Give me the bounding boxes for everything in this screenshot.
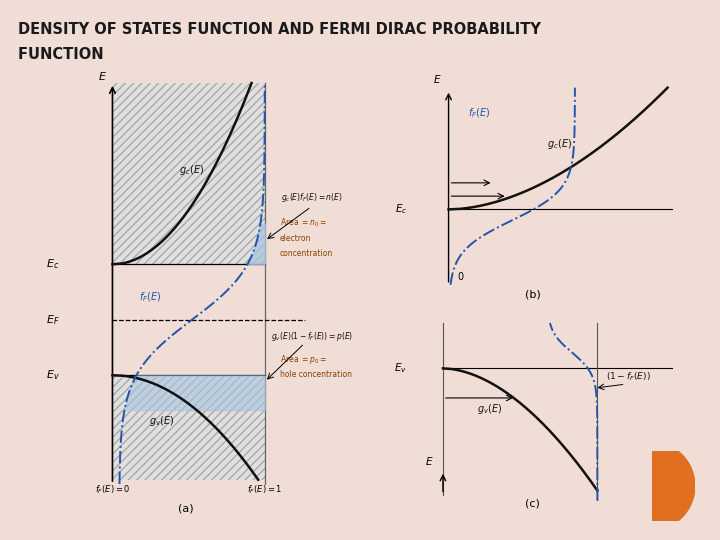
Text: concentration: concentration (279, 249, 333, 258)
Text: E: E (426, 457, 432, 467)
Text: $g_c(E)f_F(E) = n(E)$: $g_c(E)f_F(E) = n(E)$ (282, 191, 343, 204)
Text: $f_F(E)$: $f_F(E)$ (468, 106, 491, 120)
Text: 0: 0 (457, 272, 463, 282)
Text: $f_F(E) = 0$: $f_F(E) = 0$ (95, 483, 130, 496)
Text: $E_F$: $E_F$ (46, 313, 60, 327)
Text: $(1 - f_F(E))$: $(1 - f_F(E))$ (606, 370, 651, 383)
Text: E: E (434, 75, 441, 85)
Text: $g_c(E)$: $g_c(E)$ (179, 163, 204, 177)
Text: $g_v(E)$: $g_v(E)$ (477, 402, 502, 416)
Text: (b): (b) (525, 290, 541, 300)
Text: $g_c(E)$: $g_c(E)$ (547, 137, 572, 151)
Text: hole concentration: hole concentration (279, 370, 351, 380)
Bar (112, 375, 265, 480)
Text: electron: electron (279, 234, 311, 243)
Text: $g_v(E)(1 - f_F(E)) = p(E)$: $g_v(E)(1 - f_F(E)) = p(E)$ (271, 330, 354, 343)
Text: Area $= n_0 =$: Area $= n_0 =$ (279, 217, 327, 230)
Text: $g_v(E)$: $g_v(E)$ (149, 414, 174, 428)
Text: F​UNCTION: F​UNCTION (18, 47, 104, 62)
Text: $E_c$: $E_c$ (46, 258, 60, 271)
Polygon shape (652, 442, 695, 530)
Text: D​ENSITY OF S​TATES F​UNCTION AND F​ERMI D​IRAC P​ROBABILITY: D​ENSITY OF S​TATES F​UNCTION AND F​ERMI… (18, 22, 541, 37)
Text: Area $= p_0 =$: Area $= p_0 =$ (279, 353, 327, 367)
Text: $E_v$: $E_v$ (395, 361, 408, 375)
Text: $f_F(E) = 1$: $f_F(E) = 1$ (247, 483, 282, 496)
Text: $E_v$: $E_v$ (46, 368, 60, 382)
Text: (a): (a) (178, 504, 193, 514)
Text: E: E (99, 72, 106, 82)
Text: (c): (c) (526, 498, 540, 508)
Bar (112, 83, 265, 264)
Text: $E_c$: $E_c$ (395, 202, 407, 217)
Text: $f_F(E)$: $f_F(E)$ (139, 291, 161, 305)
